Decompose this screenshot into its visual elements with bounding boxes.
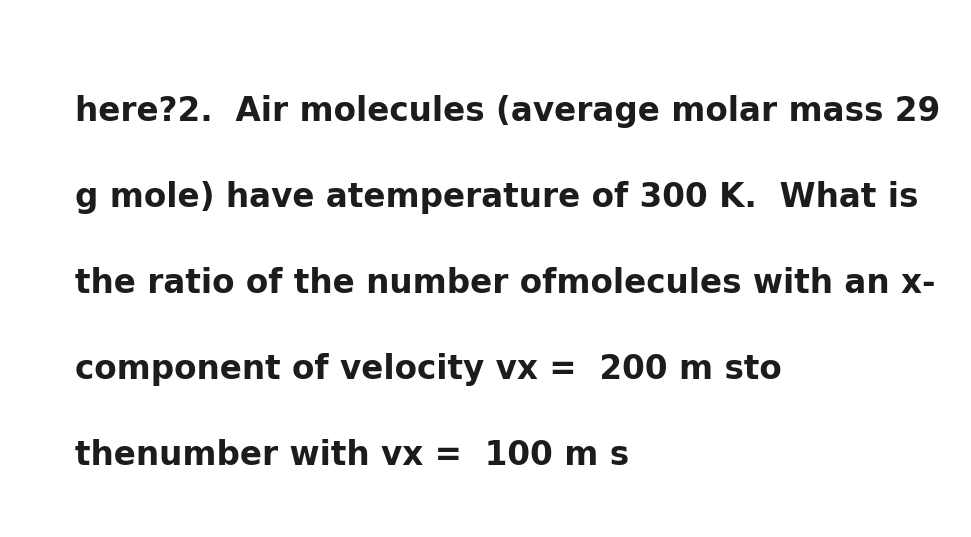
Text: the ratio of the number ofmolecules with an x-: the ratio of the number ofmolecules with… bbox=[75, 267, 935, 300]
Text: component of velocity vx =  200 m sto: component of velocity vx = 200 m sto bbox=[75, 353, 782, 386]
Text: g mole) have atemperature of 300 K.  What is: g mole) have atemperature of 300 K. What… bbox=[75, 181, 919, 214]
Text: thenumber with vx =  100 m s: thenumber with vx = 100 m s bbox=[75, 439, 629, 472]
Text: here?2.  Air molecules (average molar mass 29: here?2. Air molecules (average molar mas… bbox=[75, 95, 940, 128]
